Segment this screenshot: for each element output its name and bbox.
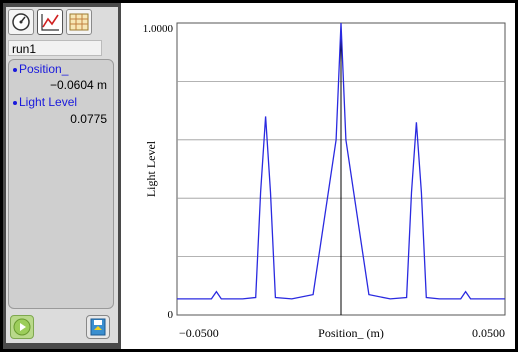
x-axis-label: Position_ (m) xyxy=(318,326,384,340)
readout-position-label[interactable]: Position_ xyxy=(13,62,68,76)
save-button[interactable] xyxy=(86,315,110,339)
bottom-toolbar xyxy=(6,311,118,343)
bullet-icon xyxy=(13,100,17,105)
tab-graph[interactable] xyxy=(37,9,63,35)
graph-icon xyxy=(41,14,59,31)
play-button[interactable] xyxy=(10,315,34,339)
meter-icon xyxy=(12,13,30,31)
series-line xyxy=(177,22,505,300)
tab-meter[interactable] xyxy=(8,9,34,35)
bullet-icon xyxy=(13,67,17,72)
graph-area[interactable]: 1.0000 0 −0.0500 0.0500 Position_ (m) Light L… xyxy=(121,3,515,349)
table-icon xyxy=(69,13,89,31)
x-tick-label-left: −0.0500 xyxy=(179,326,219,340)
y-axis-label: Light Level xyxy=(144,140,158,197)
readout-light-value: 0.0775 xyxy=(70,112,107,126)
view-tabs xyxy=(6,7,118,37)
left-panel: run1 Position_ −0.0604 m Light Level 0.0… xyxy=(3,3,121,349)
tab-table[interactable] xyxy=(66,9,92,35)
left-panel-inner: run1 Position_ −0.0604 m Light Level 0.0… xyxy=(6,7,118,343)
readout-light-label[interactable]: Light Level xyxy=(13,95,77,109)
readout-position-value: −0.0604 m xyxy=(49,78,107,92)
save-icon xyxy=(90,318,106,336)
y-tick-label-top: 1.0000 xyxy=(143,23,174,35)
x-tick-label-right: 0.0500 xyxy=(472,326,505,340)
light-level-chart[interactable]: 1.0000 0 −0.0500 0.0500 Position_ (m) Light L… xyxy=(121,3,515,349)
run-label[interactable]: run1 xyxy=(8,40,102,56)
play-icon xyxy=(13,318,31,336)
y-tick-label-bottom: 0 xyxy=(168,309,174,321)
readout-panel: Position_ −0.0604 m Light Level 0.0775 xyxy=(8,59,114,309)
